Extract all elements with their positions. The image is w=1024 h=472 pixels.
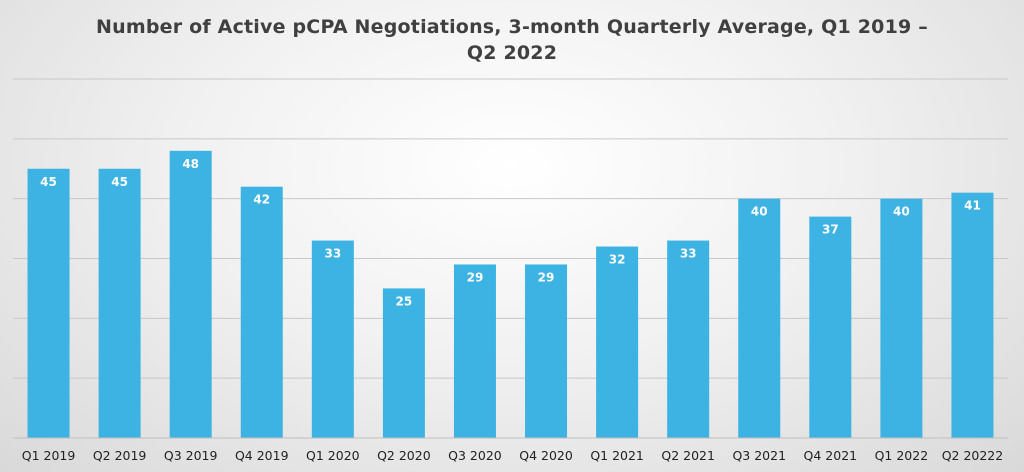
- bar: [667, 240, 710, 438]
- x-tick-label: Q2 2021: [661, 448, 715, 463]
- data-label: 33: [324, 247, 341, 261]
- data-label: 40: [893, 205, 910, 219]
- data-label: 37: [822, 223, 839, 237]
- bar: [951, 192, 994, 438]
- bar: [596, 246, 639, 438]
- bar: [880, 198, 923, 438]
- bar: [738, 198, 781, 438]
- x-tick-label: Q1 2019: [22, 448, 76, 463]
- data-label: 45: [40, 175, 57, 189]
- x-tick-label: Q1 2020: [306, 448, 360, 463]
- x-tick-label: Q4 2019: [235, 448, 289, 463]
- bar: [169, 150, 212, 439]
- chart-title: Number of Active pCPA Negotiations, 3-mo…: [96, 16, 928, 64]
- data-label: 29: [467, 270, 484, 284]
- bar: [240, 186, 283, 438]
- x-tick-label: Q2 2020: [377, 448, 431, 463]
- bar: [98, 168, 141, 438]
- bar: [525, 264, 568, 438]
- x-tick-label: Q4 2021: [804, 448, 858, 463]
- data-label: 33: [680, 247, 697, 261]
- data-label: 32: [609, 253, 626, 267]
- data-label: 48: [182, 157, 199, 171]
- x-tick-label: Q3 2019: [164, 448, 218, 463]
- bar: [311, 240, 354, 438]
- x-tick-label: Q2 2019: [93, 448, 147, 463]
- x-tick-label: Q3 2020: [448, 448, 502, 463]
- bar: [27, 168, 70, 438]
- x-tick-label: Q2 20222: [942, 448, 1004, 463]
- data-label: 42: [253, 193, 270, 207]
- x-tick-label: Q1 2022: [875, 448, 929, 463]
- bar: [453, 264, 496, 438]
- bar: [809, 216, 852, 438]
- data-label: 25: [396, 294, 413, 308]
- x-tick-label: Q1 2021: [590, 448, 644, 463]
- data-label: 41: [964, 199, 981, 213]
- x-tick-label: Q4 2020: [519, 448, 573, 463]
- data-label: 29: [538, 270, 555, 284]
- data-label: 45: [111, 175, 128, 189]
- data-label: 40: [751, 205, 768, 219]
- bar: [382, 288, 425, 438]
- x-tick-label: Q3 2021: [732, 448, 786, 463]
